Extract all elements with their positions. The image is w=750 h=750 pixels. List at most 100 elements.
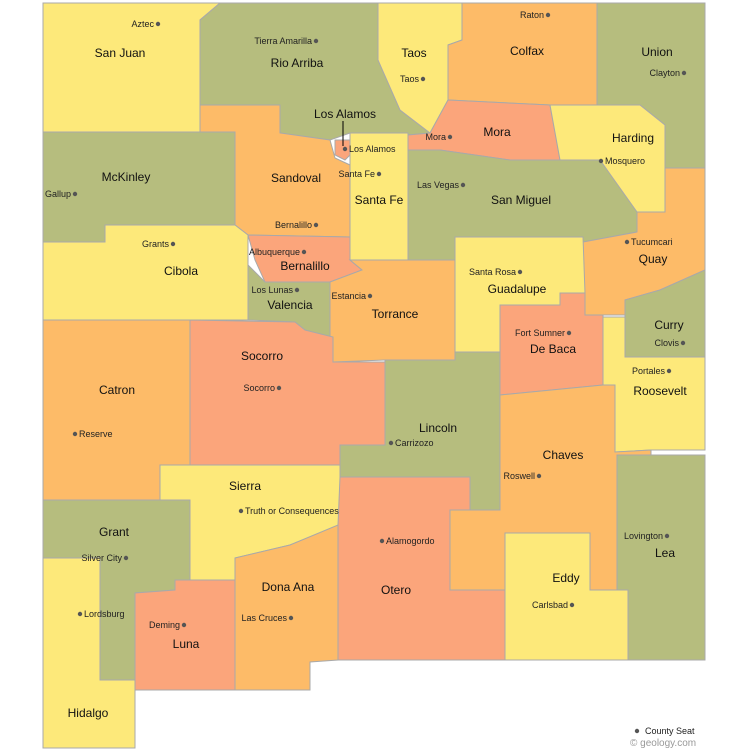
county-label-curry: Curry <box>654 318 683 332</box>
county-seat-label-las-vegas: Las Vegas <box>417 180 460 190</box>
county-label-rio-arriba: Rio Arriba <box>271 56 324 70</box>
county-seat-label-gallup: Gallup <box>45 189 71 199</box>
legend-label: County Seat <box>645 726 695 736</box>
county-seat-label-socorro: Socorro <box>243 383 275 393</box>
county-label-los-alamos: Los Alamos <box>314 107 376 121</box>
county-seat-icon <box>367 293 373 299</box>
county-label-torrance: Torrance <box>372 307 419 321</box>
county-seat-label-bernalillo: Bernalillo <box>275 220 312 230</box>
county-seat-label-mosquero: Mosquero <box>605 156 645 166</box>
county-seat-icon <box>536 473 542 479</box>
county-label-santa-fe: Santa Fe <box>355 193 404 207</box>
county-label-quay: Quay <box>639 252 668 266</box>
county-seat-icon <box>447 134 453 140</box>
county-label-sierra: Sierra <box>229 479 261 493</box>
county-seat-label-raton: Raton <box>520 10 544 20</box>
county-label-guadalupe: Guadalupe <box>488 282 547 296</box>
county-seat-icon <box>569 602 575 608</box>
county-seat-label-aztec: Aztec <box>131 19 154 29</box>
county-label-hidalgo: Hidalgo <box>68 706 109 720</box>
county-label-sandoval: Sandoval <box>271 171 321 185</box>
county-seat-icon <box>181 622 187 628</box>
county-label-roosevelt: Roosevelt <box>633 384 687 398</box>
county-label-bernalillo: Bernalillo <box>280 259 330 273</box>
county-seat-label-los-alamos: Los Alamos <box>349 144 396 154</box>
county-label-mora: Mora <box>483 125 511 139</box>
county-seat-icon <box>420 76 426 82</box>
county-seat-icon <box>342 146 348 152</box>
county-seat-label-portales: Portales <box>632 366 666 376</box>
county-seat-icon <box>301 249 307 255</box>
county-label-grant: Grant <box>99 525 130 539</box>
county-seat-icon <box>288 615 294 621</box>
county-seat-legend-icon <box>634 728 640 734</box>
county-seat-icon <box>123 555 129 561</box>
county-seat-label-santa-fe: Santa Fe <box>338 169 375 179</box>
county-label-valencia: Valencia <box>267 298 312 312</box>
county-seat-icon <box>294 287 300 293</box>
county-luna[interactable] <box>134 579 236 691</box>
county-seat-label-las-cruces: Las Cruces <box>241 613 287 623</box>
county-seat-label-truth-or-consequences: Truth or Consequences <box>245 506 339 516</box>
county-seat-icon <box>598 158 604 164</box>
credit: © geology.com <box>630 738 696 749</box>
county-seat-label-estancia: Estancia <box>331 291 366 301</box>
county-seat-label-taos: Taos <box>400 74 420 84</box>
county-seat-label-albuquerque: Albuquerque <box>249 247 300 257</box>
county-label-san-juan: San Juan <box>95 46 146 60</box>
county-seat-label-alamogordo: Alamogordo <box>386 536 435 546</box>
county-seat-icon <box>238 508 244 514</box>
county-seat-icon <box>517 269 523 275</box>
county-seat-icon <box>77 611 83 617</box>
county-label-chaves: Chaves <box>543 448 584 462</box>
county-seat-label-santa-rosa: Santa Rosa <box>469 267 516 277</box>
county-seat-label-tucumcari: Tucumcari <box>631 237 673 247</box>
county-label-san-miguel: San Miguel <box>491 193 551 207</box>
county-seat-icon <box>155 21 161 27</box>
county-seat-icon <box>460 182 466 188</box>
county-seat-label-deming: Deming <box>149 620 180 630</box>
county-seat-icon <box>376 171 382 177</box>
county-seat-icon <box>313 222 319 228</box>
county-seat-label-clovis: Clovis <box>654 338 679 348</box>
county-seat-icon <box>276 385 282 391</box>
county-label-harding: Harding <box>612 131 654 145</box>
county-label-lea: Lea <box>655 546 675 560</box>
county-label-socorro: Socorro <box>241 349 283 363</box>
county-seat-icon <box>681 70 687 76</box>
county-seat-label-clayton: Clayton <box>649 68 680 78</box>
county-lea[interactable] <box>616 454 706 661</box>
county-dona-ana[interactable] <box>234 524 339 691</box>
county-seat-label-grants: Grants <box>142 239 170 249</box>
county-label-catron: Catron <box>99 383 135 397</box>
county-label-taos: Taos <box>401 46 426 60</box>
county-label-eddy: Eddy <box>552 571 579 585</box>
county-seat-label-mora: Mora <box>425 132 446 142</box>
county-otero[interactable] <box>337 476 506 661</box>
county-label-luna: Luna <box>173 637 200 651</box>
county-seat-icon <box>72 431 78 437</box>
county-seat-label-silver-city: Silver City <box>81 553 122 563</box>
county-label-lincoln: Lincoln <box>419 421 457 435</box>
county-seat-icon <box>170 241 176 247</box>
county-seat-label-reserve: Reserve <box>79 429 113 439</box>
legend: County Seat © geology.com <box>630 726 696 749</box>
county-label-colfax: Colfax <box>510 44 544 58</box>
county-seat-icon <box>666 368 672 374</box>
county-label-otero: Otero <box>381 583 411 597</box>
county-seat-icon <box>545 12 551 18</box>
county-seat-icon <box>313 38 319 44</box>
county-hidalgo[interactable] <box>42 557 136 749</box>
county-seat-label-lordsburg: Lordsburg <box>84 609 125 619</box>
county-seat-icon <box>624 239 630 245</box>
county-label-de-baca: De Baca <box>530 342 576 356</box>
county-seat-icon <box>72 191 78 197</box>
county-label-cibola: Cibola <box>164 264 198 278</box>
county-label-mckinley: McKinley <box>102 170 151 184</box>
county-label-dona-ana: Dona Ana <box>262 580 315 594</box>
county-seat-icon <box>566 330 572 336</box>
county-seat-icon <box>379 538 385 544</box>
county-seat-icon <box>680 340 686 346</box>
county-seat-label-fort-sumner: Fort Sumner <box>515 328 565 338</box>
